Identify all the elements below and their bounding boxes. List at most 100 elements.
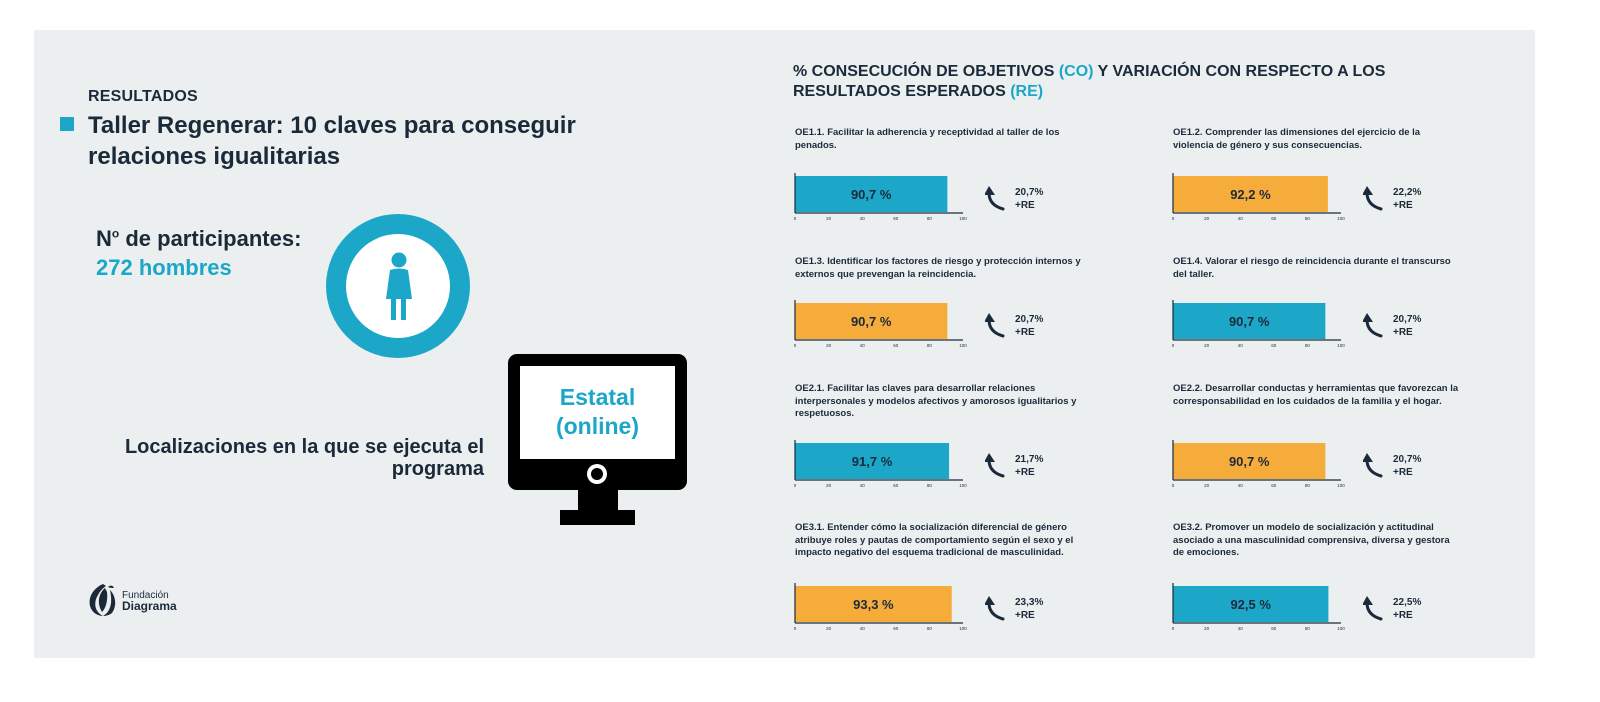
tick-label: 100 xyxy=(959,483,967,488)
objective-card-oe2-1: OE2.1. Facilitar las claves para desarro… xyxy=(794,383,1155,518)
arrow-up-icon xyxy=(1363,596,1383,621)
variation: 20,7% +RE xyxy=(1393,453,1421,479)
value-label: 90,7 % xyxy=(851,187,892,202)
bar xyxy=(1173,176,1328,212)
logo-line-2: Diagrama xyxy=(122,599,177,613)
variation-value: 22,2% xyxy=(1393,187,1422,198)
person-badge xyxy=(326,214,470,358)
tick-label: 20 xyxy=(826,626,832,631)
arrow-up-icon xyxy=(1363,186,1383,211)
tick-label: 0 xyxy=(1172,343,1175,348)
tick-label: 0 xyxy=(794,626,797,631)
bar xyxy=(795,443,950,479)
variation: 20,7% +RE xyxy=(1393,313,1421,339)
variation-value: 23,3% xyxy=(1015,597,1044,608)
bar xyxy=(1173,303,1326,339)
variation: 22,5% +RE xyxy=(1393,596,1421,622)
variation-suffix: +RE xyxy=(1015,200,1035,211)
arrow-up-icon-stroke xyxy=(987,458,1005,478)
page-title: Taller Regenerar: 10 claves para consegu… xyxy=(88,112,576,170)
variation-value: 20,7% xyxy=(1393,314,1422,325)
bar-chart: 0 20 40 60 80 100 90,7 % xyxy=(1172,440,1345,488)
tick-label: 60 xyxy=(893,216,899,221)
arrow-up-icon-head xyxy=(985,596,995,605)
tick-label: 40 xyxy=(860,216,866,221)
tick-label: 20 xyxy=(826,483,832,488)
arrow-up-icon-head xyxy=(985,186,995,195)
tick-label: 20 xyxy=(1204,343,1210,348)
tick-label: 100 xyxy=(959,626,967,631)
tick-label: 60 xyxy=(1271,483,1277,488)
objective-card-oe1-4: OE1.4. Valorar el riesgo de reincidencia… xyxy=(1172,256,1533,391)
tick-label: 20 xyxy=(826,343,832,348)
logo-line-1: Fundación xyxy=(122,590,169,601)
tick-label: 80 xyxy=(1305,216,1311,221)
bar xyxy=(795,303,948,339)
chart-heading-part2: Y VARIACIÓN CON RESPECTO A LOS RESULTADO… xyxy=(793,63,1386,100)
tick-label: 60 xyxy=(893,483,899,488)
arrow-up-icon-head xyxy=(1363,313,1373,322)
tick-label: 60 xyxy=(1271,626,1277,631)
arrow-up-icon-head xyxy=(1363,453,1373,462)
variation-suffix: +RE xyxy=(1015,467,1035,478)
objective-description: OE1.2. Comprender las dimensiones del ej… xyxy=(1173,127,1421,151)
bar xyxy=(1173,443,1326,479)
tick-label: 60 xyxy=(893,343,899,348)
tick-label: 20 xyxy=(1204,483,1210,488)
objective-description: OE3.2. Promover un modelo de socializaci… xyxy=(1173,522,1450,558)
chart-heading: % CONSECUCIÓN DE OBJETIVOS (CO) Y VARIAC… xyxy=(793,62,1493,102)
tick-label: 20 xyxy=(1204,216,1210,221)
variation-suffix: +RE xyxy=(1393,200,1413,211)
bar-chart: 0 20 40 60 80 100 90,7 % xyxy=(794,300,967,348)
monitor-icon xyxy=(508,354,687,525)
tick-label: 0 xyxy=(1172,626,1175,631)
logo-icon xyxy=(89,584,116,616)
participants-label: No de participantes: xyxy=(96,226,301,252)
tick-label: 100 xyxy=(1337,483,1345,488)
objective-description: OE1.1. Facilitar la adherencia y recepti… xyxy=(795,127,1060,151)
tick-label: 0 xyxy=(794,483,797,488)
arrow-up-icon-stroke xyxy=(987,191,1005,211)
tick-label: 80 xyxy=(1305,626,1311,631)
participants-label-n: N xyxy=(96,226,112,251)
monitor-text: Estatal (online) xyxy=(555,384,640,439)
tick-label: 100 xyxy=(959,216,967,221)
variation-suffix: +RE xyxy=(1393,467,1413,478)
arrow-up-icon-head xyxy=(1363,186,1373,195)
variation: 23,3% +RE xyxy=(1015,596,1043,622)
arrow-up-icon-head xyxy=(985,313,995,322)
bar-chart: 0 20 40 60 80 100 93,3 % xyxy=(794,583,967,631)
objective-card-oe3-2: OE3.2. Promover un modelo de socializaci… xyxy=(1172,522,1533,657)
objective-card-oe2-2: OE2.2. Desarrollar conductas y herramien… xyxy=(1172,383,1533,518)
objective-description: OE2.1. Facilitar las claves para desarro… xyxy=(795,383,1077,419)
tick-label: 100 xyxy=(959,343,967,348)
arrow-up-icon-stroke xyxy=(1365,318,1383,338)
bar xyxy=(795,586,952,622)
variation-suffix: +RE xyxy=(1015,610,1035,621)
chart-heading-part1: % CONSECUCIÓN DE OBJETIVOS xyxy=(793,63,1059,80)
arrow-up-icon xyxy=(1363,453,1383,478)
locations-label: Localizaciones en la que se ejecuta el p… xyxy=(124,436,484,480)
variation-suffix: +RE xyxy=(1393,327,1413,338)
bar-chart: 0 20 40 60 80 100 92,2 % xyxy=(1172,173,1345,221)
objective-card-oe3-1: OE3.1. Entender cómo la socialización di… xyxy=(794,522,1155,657)
arrow-up-icon-head xyxy=(1363,596,1373,605)
variation-suffix: +RE xyxy=(1393,610,1413,621)
objective-description: OE1.3. Identificar los factores de riesg… xyxy=(795,256,1081,280)
arrow-up-icon-stroke xyxy=(987,601,1005,621)
arrow-up-icon-stroke xyxy=(1365,458,1383,478)
variation-value: 20,7% xyxy=(1015,187,1044,198)
variation-value: 21,7% xyxy=(1015,454,1044,465)
tick-label: 40 xyxy=(1238,626,1244,631)
tick-label: 80 xyxy=(927,483,933,488)
tick-label: 20 xyxy=(1204,626,1210,631)
tick-label: 80 xyxy=(927,216,933,221)
arrow-up-icon-stroke xyxy=(987,318,1005,338)
tick-label: 0 xyxy=(1172,483,1175,488)
logo-text: Fundación Diagrama xyxy=(122,590,177,612)
arrow-up-icon xyxy=(1363,313,1383,338)
arrow-up-icon-head xyxy=(985,453,995,462)
section-label: RESULTADOS xyxy=(88,88,198,105)
variation-value: 22,5% xyxy=(1393,597,1422,608)
bar-chart: 0 20 40 60 80 100 91,7 % xyxy=(794,440,967,488)
